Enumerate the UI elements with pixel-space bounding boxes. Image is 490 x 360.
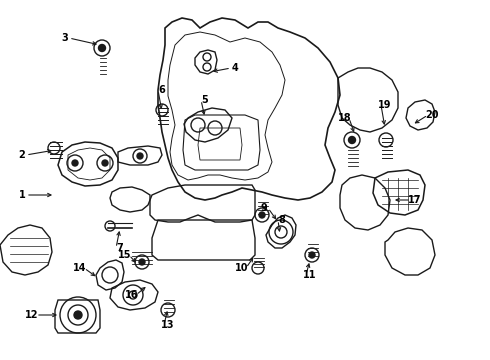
Text: 1: 1 <box>19 190 25 200</box>
Text: 10: 10 <box>235 263 249 273</box>
Text: 11: 11 <box>303 270 317 280</box>
Text: 12: 12 <box>25 310 39 320</box>
Text: 3: 3 <box>62 33 69 43</box>
Circle shape <box>348 136 356 144</box>
Text: 4: 4 <box>232 63 238 73</box>
Circle shape <box>139 259 145 265</box>
Circle shape <box>98 45 105 51</box>
Text: 6: 6 <box>159 85 166 95</box>
Text: 15: 15 <box>118 250 132 260</box>
Text: 5: 5 <box>201 95 208 105</box>
Text: 9: 9 <box>261 203 268 213</box>
Text: 20: 20 <box>425 110 439 120</box>
Circle shape <box>102 160 108 166</box>
Circle shape <box>259 212 265 218</box>
Text: 18: 18 <box>338 113 352 123</box>
Text: 14: 14 <box>73 263 87 273</box>
Text: 17: 17 <box>408 195 422 205</box>
Text: 19: 19 <box>378 100 392 110</box>
Text: 2: 2 <box>19 150 25 160</box>
Circle shape <box>137 153 143 159</box>
Text: 7: 7 <box>117 243 123 253</box>
Text: 13: 13 <box>161 320 175 330</box>
Text: 16: 16 <box>125 290 139 300</box>
Circle shape <box>72 160 78 166</box>
Circle shape <box>74 311 82 319</box>
Text: 8: 8 <box>278 215 286 225</box>
Circle shape <box>309 252 315 258</box>
